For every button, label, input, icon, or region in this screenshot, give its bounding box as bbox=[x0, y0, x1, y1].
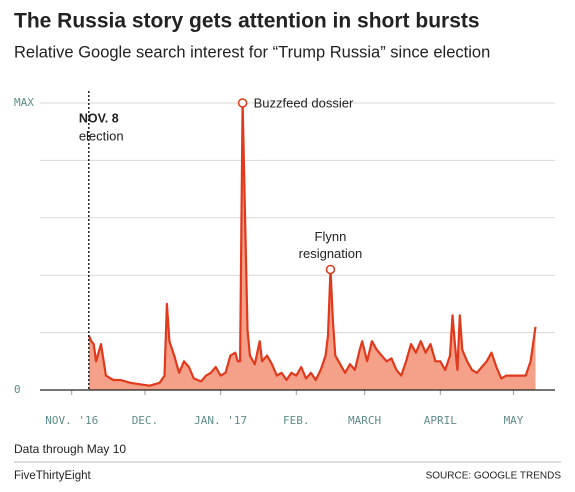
note: Data through May 10 bbox=[14, 442, 126, 456]
source: SOURCE: GOOGLE TRENDS bbox=[426, 471, 562, 482]
annotation: resignation bbox=[299, 246, 363, 261]
x-tick-label: MAY bbox=[504, 414, 524, 427]
annotation: Buzzfeed dossier bbox=[254, 95, 354, 110]
y-tick-label: MAX bbox=[14, 96, 34, 109]
brand: FiveThirtyEight bbox=[14, 470, 91, 482]
peak-marker bbox=[237, 98, 248, 108]
annotation: Flynn bbox=[315, 229, 347, 244]
x-tick-label: APRIL bbox=[424, 414, 457, 427]
annotation: election bbox=[79, 128, 124, 143]
line bbox=[87, 101, 537, 387]
chart-subtitle: Relative Google search interest for “Tru… bbox=[14, 43, 490, 61]
x-tick-label: FEB. bbox=[283, 414, 310, 427]
annotation: NOV. 8 bbox=[79, 111, 119, 125]
chart-title: The Russia story gets attention in short… bbox=[14, 10, 480, 33]
y-tick-label: 0 bbox=[14, 383, 21, 396]
x-tick-label: MARCH bbox=[348, 414, 381, 427]
x-tick-label: JAN. '17 bbox=[194, 414, 247, 427]
peak-marker bbox=[325, 264, 336, 275]
x-tick-label: DEC. bbox=[132, 414, 159, 427]
area bbox=[88, 103, 536, 390]
x-tick-label: NOV. '16 bbox=[45, 414, 98, 427]
